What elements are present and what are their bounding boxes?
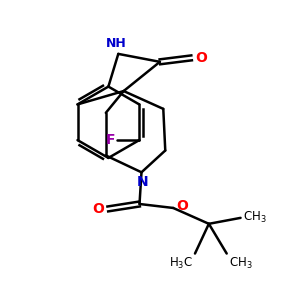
Text: O: O [176, 199, 188, 213]
Text: O: O [196, 51, 207, 65]
Text: F: F [106, 133, 116, 147]
Text: O: O [92, 202, 104, 216]
Text: CH$_3$: CH$_3$ [242, 210, 266, 225]
Text: NH: NH [106, 37, 127, 50]
Text: N: N [137, 175, 148, 189]
Text: CH$_3$: CH$_3$ [229, 256, 252, 271]
Text: H$_3$C: H$_3$C [169, 256, 193, 271]
